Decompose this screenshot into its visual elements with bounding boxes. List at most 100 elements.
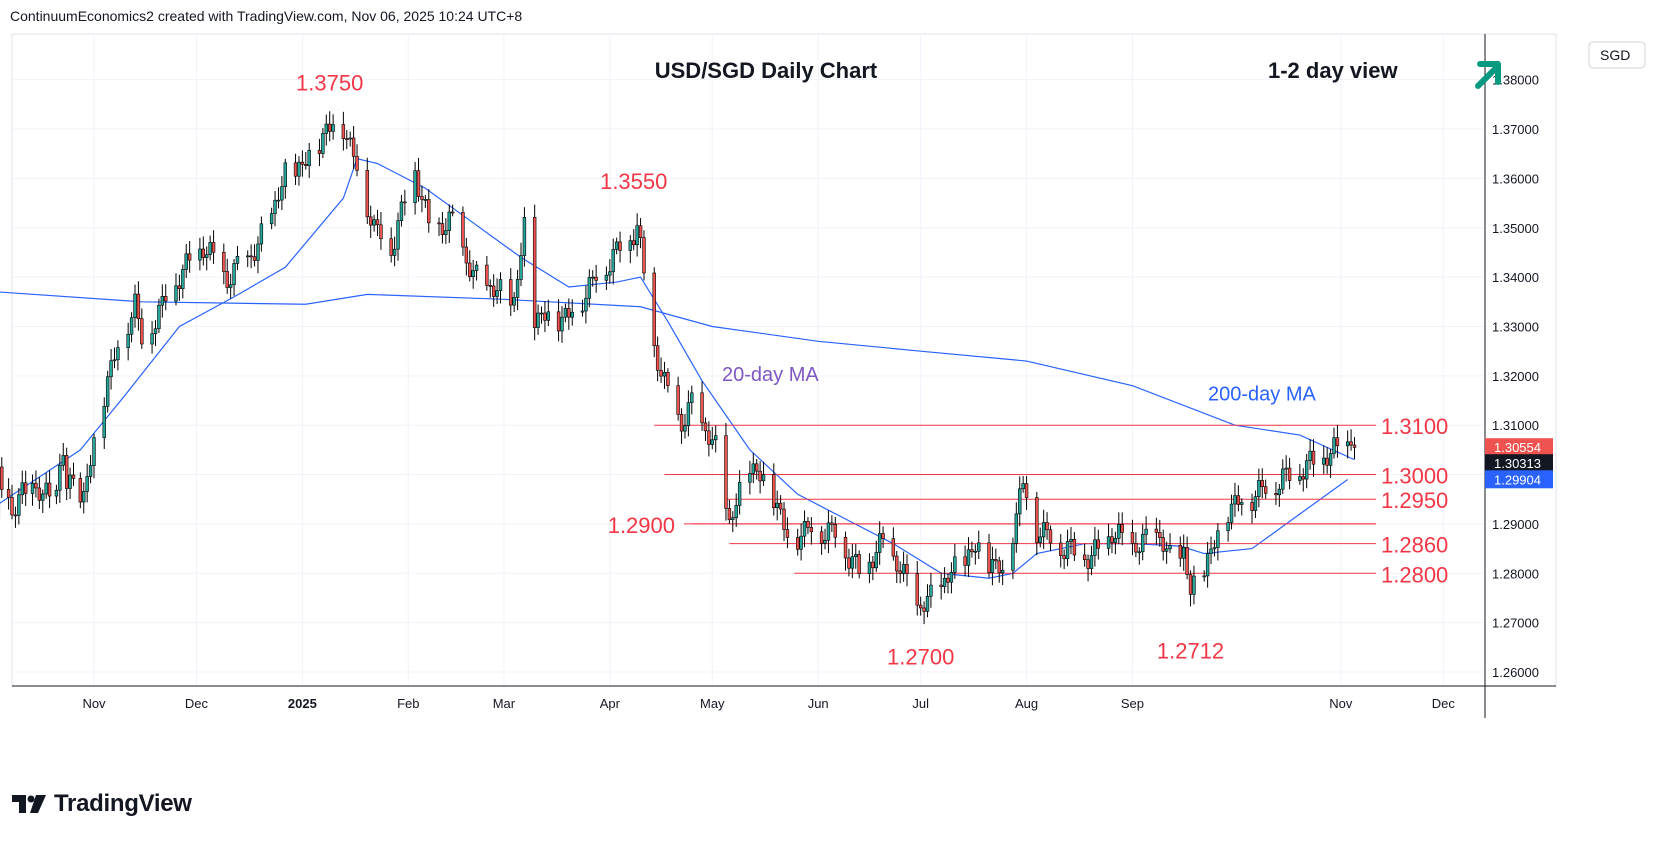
candle-down xyxy=(1185,547,1189,575)
currency-badge[interactable]: SGD xyxy=(1588,41,1646,69)
extreme-label: 1.3750 xyxy=(296,70,363,95)
candle-down xyxy=(1120,524,1124,533)
candle-down xyxy=(703,422,708,432)
candle-down xyxy=(252,256,257,261)
ma200-line xyxy=(0,291,1355,461)
candle-up xyxy=(775,502,779,508)
candle-up xyxy=(925,595,930,612)
candle-down xyxy=(1134,542,1138,553)
candle-down xyxy=(0,466,4,490)
axes: 1.260001.270001.280001.290001.300001.310… xyxy=(12,34,1556,718)
candle-down xyxy=(758,470,762,482)
candle-up xyxy=(1144,528,1148,535)
candle-down xyxy=(833,524,837,538)
candle-down xyxy=(375,219,380,226)
candle-down xyxy=(724,435,728,509)
candle-up xyxy=(392,248,397,256)
candle-up xyxy=(710,439,714,445)
y-tick-label: 1.28000 xyxy=(1492,566,1539,581)
candle-up xyxy=(256,243,260,261)
candle-up xyxy=(20,482,24,496)
last-price-badge-text: 1.30554 xyxy=(1494,440,1541,455)
candle-down xyxy=(994,559,998,562)
candle-down xyxy=(666,372,670,386)
extreme-label: 1.3550 xyxy=(600,169,667,194)
candle-down xyxy=(379,224,383,239)
candle-down xyxy=(905,564,909,574)
candle-up xyxy=(1304,460,1309,480)
ma-label: 20-day MA xyxy=(722,364,819,386)
x-tick-label: Dec xyxy=(185,696,209,711)
y-tick-label: 1.35000 xyxy=(1492,221,1539,236)
candle-down xyxy=(819,531,824,544)
candle-up xyxy=(235,255,240,264)
candle-up xyxy=(539,312,544,315)
candle-up xyxy=(109,360,113,378)
candle-down xyxy=(1263,486,1268,494)
candle-up xyxy=(799,535,803,550)
candle-down xyxy=(211,242,216,253)
x-tick-label: Jul xyxy=(912,696,929,711)
x-tick-label: Nov xyxy=(1329,696,1353,711)
candle-up xyxy=(714,435,718,441)
candle-up xyxy=(82,491,86,503)
candle-up xyxy=(591,276,595,279)
candle-up xyxy=(1168,545,1172,550)
x-tick-label: Jun xyxy=(808,696,829,711)
candle-down xyxy=(946,577,950,583)
candle-up xyxy=(1257,480,1261,497)
candle-up xyxy=(1011,543,1015,571)
candle-up xyxy=(584,297,588,312)
candle-down xyxy=(1072,538,1077,556)
candle-up xyxy=(854,554,858,557)
candle-up xyxy=(1205,553,1210,577)
candle-up xyxy=(1000,569,1005,574)
candle-up xyxy=(174,285,178,302)
candle-up xyxy=(570,311,574,318)
candle-down xyxy=(1301,476,1305,480)
candle-down xyxy=(679,414,684,432)
candle-up xyxy=(92,437,96,466)
candle-down xyxy=(830,522,834,525)
level-label: 1.3000 xyxy=(1381,464,1448,489)
candle-down xyxy=(567,308,571,318)
candle-up xyxy=(604,274,609,281)
candle-up xyxy=(690,392,694,403)
candle-up xyxy=(348,137,352,140)
candle-down xyxy=(918,604,923,609)
candle-up xyxy=(280,186,284,201)
candle-up xyxy=(608,271,612,276)
candle-up xyxy=(102,406,106,438)
candle-up xyxy=(519,255,523,280)
candle-up xyxy=(580,310,585,313)
candle-down xyxy=(164,296,168,302)
x-tick-label: Dec xyxy=(1432,696,1456,711)
candle-up xyxy=(929,584,933,597)
candle-down xyxy=(1035,497,1039,543)
candle-down xyxy=(461,211,465,248)
candle-down xyxy=(1311,450,1316,465)
candle-up xyxy=(973,550,978,553)
candle-down xyxy=(881,533,885,539)
x-tick-label: Mar xyxy=(493,696,516,711)
candle-up xyxy=(901,564,906,574)
candle-up xyxy=(307,149,311,166)
candle-up xyxy=(1018,488,1022,515)
candle-down xyxy=(140,318,144,345)
candle-down xyxy=(328,123,332,132)
moving-average-lines xyxy=(0,157,1355,579)
chart-title: USD/SGD Daily Chart xyxy=(655,58,878,83)
candle-down xyxy=(1024,483,1029,498)
candle-up xyxy=(423,199,428,201)
candle-down xyxy=(997,560,1001,574)
candle-up xyxy=(297,161,301,177)
candle-down xyxy=(922,607,926,612)
candle-up xyxy=(1014,513,1019,544)
candle-up xyxy=(150,333,154,345)
candle-down xyxy=(632,240,636,246)
candle-up xyxy=(1308,450,1312,462)
tradingview-logo[interactable]: TradingView xyxy=(12,790,192,818)
candle-down xyxy=(700,392,704,424)
candle-down xyxy=(638,225,643,238)
